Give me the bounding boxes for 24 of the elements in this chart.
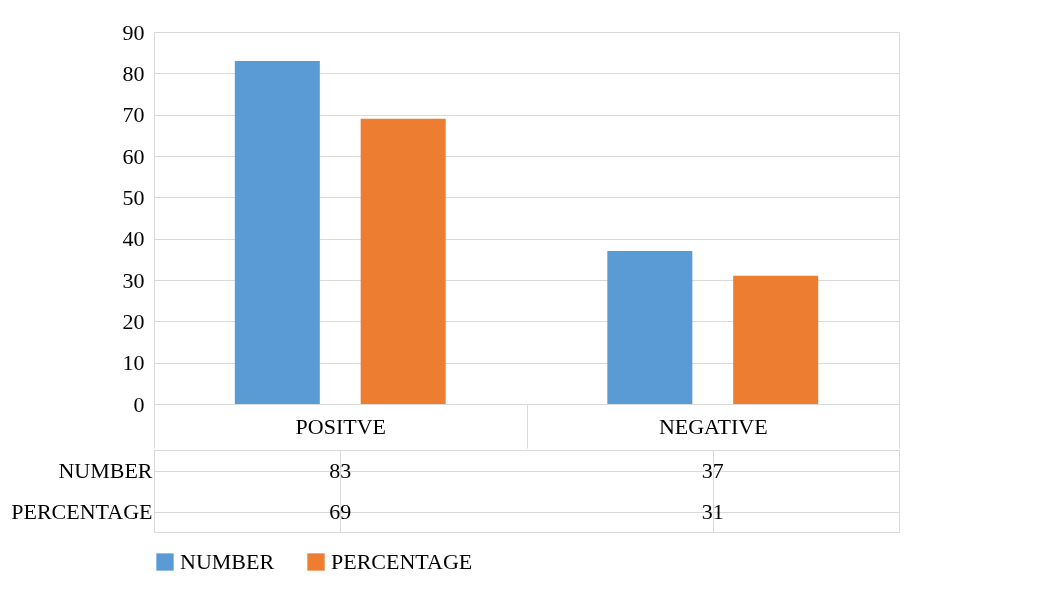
y-tick-label: 0 [133,391,145,417]
y-tick-label: 70 [122,102,145,128]
bar [360,118,446,404]
bar [733,275,819,404]
x-tick-label: NEGATIVE [658,413,768,439]
data-label: 31 [701,498,724,524]
legend-label: PERCENTAGE [331,549,473,574]
y-tick-label: 20 [122,308,145,334]
y-tick-label: 10 [122,350,145,376]
data-label: 69 [329,498,352,524]
y-tick-label: 30 [122,267,145,293]
bar [607,251,693,404]
bar [234,60,320,404]
text: NUMBER [58,458,153,483]
y-tick-label: 40 [122,226,145,252]
text: PERCENTAGE [11,499,153,524]
y-tick-label: 80 [122,60,145,86]
data-label: 83 [329,457,352,483]
legend-label: NUMBER [180,549,275,574]
x-tick-label: POSITVE [295,413,386,439]
y-tick-label: 60 [122,143,145,169]
data-label: 37 [701,457,724,483]
y-tick-label: 50 [122,184,145,210]
y-tick-label: 90 [122,19,145,45]
